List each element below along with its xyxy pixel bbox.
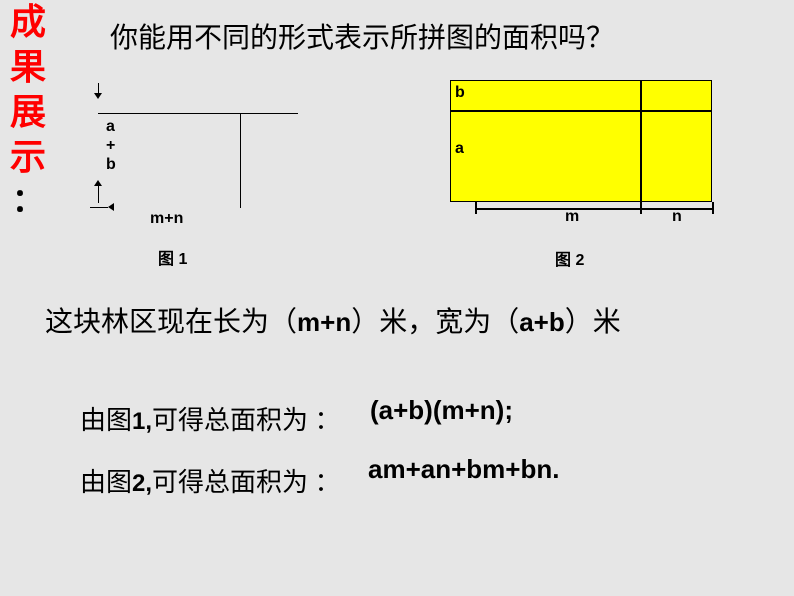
title-char-2: 果 — [8, 45, 48, 90]
fig1-mn-label: m+n — [150, 210, 183, 228]
line1-mid: 可得总面积为 ： — [152, 406, 341, 435]
figure-1: a + b m+n 图 1 — [90, 75, 320, 275]
line2-prefix: 由图 — [80, 468, 132, 497]
line1-prefix: 由图 — [80, 406, 132, 435]
line1-text: 由图1,可得总面积为 ： — [80, 400, 341, 437]
line2-text: 由图2,可得总面积为 ： — [80, 462, 341, 499]
fig1-top-edge — [98, 113, 298, 114]
fig1-caret-icon — [108, 203, 114, 211]
line1-formula: (a+b)(m+n); — [370, 395, 513, 426]
fig2-h-divider — [450, 110, 712, 112]
desc-suffix: ）米 — [565, 307, 621, 338]
dimension-sentence: 这块林区现在长为（m+n）米，宽为（a+b）米 — [45, 300, 621, 340]
figure-2-rect — [450, 80, 712, 202]
line2-formula: am+an+bm+bn. — [368, 454, 559, 485]
fig1-right-edge — [240, 113, 241, 208]
desc-mn: m+n — [297, 307, 351, 337]
fig2-b-label: b — [455, 84, 465, 102]
line2-num: 2, — [132, 470, 152, 497]
desc-mid: ）米，宽为（ — [351, 307, 519, 338]
fig2-n-label: n — [672, 208, 682, 226]
fig1-bot-dim — [90, 207, 108, 208]
title-char-1: 成 — [8, 0, 48, 45]
fig2-a-label: a — [455, 140, 464, 158]
fig2-v-divider — [640, 80, 642, 202]
desc-prefix: 这块林区现在长为（ — [45, 307, 297, 338]
fig1-arrow-down-icon — [94, 93, 102, 99]
top-question: 你能用不同的形式表示所拼图的面积吗？ — [110, 16, 614, 56]
fig1-dim-line-bot — [98, 185, 99, 203]
line1-num: 1, — [132, 408, 152, 435]
title-char-4: 示 — [8, 135, 48, 180]
fig1-ab-label: a + b — [106, 117, 116, 175]
vertical-title: 成 果 展 示 ： — [8, 0, 48, 220]
title-char-3: 展 — [8, 90, 48, 135]
fig2-caption: 图 2 — [555, 246, 584, 270]
fig2-m-label: m — [565, 208, 579, 226]
title-colon: ： — [8, 180, 48, 220]
desc-ab: a+b — [519, 307, 565, 337]
line2-mid: 可得总面积为 ： — [152, 468, 341, 497]
fig1-caption: 图 1 — [158, 245, 187, 269]
